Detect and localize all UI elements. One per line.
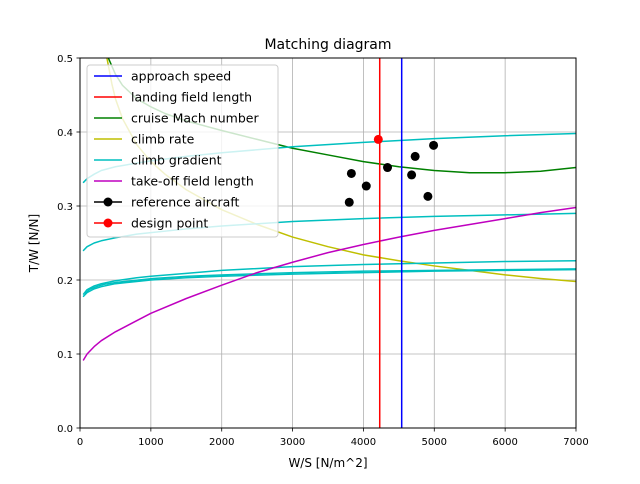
y-tick-label: 0.1 — [57, 350, 73, 361]
legend-label: design point — [131, 216, 208, 231]
reference-aircraft-point — [410, 151, 420, 161]
chart-title: Matching diagram — [264, 37, 391, 53]
y-tick-label: 0.4 — [57, 128, 73, 139]
reference-aircraft-point — [407, 170, 417, 180]
legend: approach speed landing field length cruise… — [86, 64, 279, 238]
x-tick-label: 4000 — [351, 437, 376, 448]
design-point-marker — [373, 134, 383, 144]
y-axis-label: T/W [N/N] — [27, 214, 41, 273]
legend-label: take-off field length — [131, 174, 254, 189]
x-tick-label: 1000 — [138, 437, 163, 448]
series-line-take-off-field-length — [82, 206, 576, 361]
legend-label: cruise Mach number — [131, 111, 259, 126]
reference-aircraft-point — [383, 163, 393, 173]
axis-ticks: 0 1000 2000 3000 4000 5000 6000 7000 0.0 0.1 0.2 0.… — [57, 54, 589, 448]
x-tick-label: 3000 — [280, 437, 305, 448]
plot-frame — [79, 57, 577, 429]
legend-label: climb gradient — [131, 153, 222, 168]
series-line-climb-gradient-3 — [82, 260, 576, 295]
y-tick-label: 0.3 — [57, 202, 73, 213]
legend-label: approach speed — [131, 69, 231, 84]
x-tick-label: 6000 — [492, 437, 517, 448]
x-tick-label: 7000 — [563, 437, 588, 448]
legend-label: landing field length — [131, 90, 252, 105]
y-tick-label: 0.5 — [57, 54, 73, 65]
x-axis-label: W/S [N/m^2] — [288, 456, 367, 470]
legend-swatch-marker — [103, 218, 113, 228]
reference-aircraft-point — [423, 191, 433, 201]
series-line-climb-gradient-4 — [82, 268, 576, 298]
reference-aircraft-point — [429, 140, 439, 150]
reference-aircraft-point — [344, 197, 354, 207]
y-tick-label: 0.0 — [57, 424, 73, 435]
reference-aircraft-point — [346, 168, 356, 178]
legend-swatch-marker — [103, 197, 113, 207]
x-tick-label: 2000 — [209, 437, 234, 448]
marker-group — [344, 134, 439, 207]
x-tick-label: 0 — [77, 437, 83, 448]
x-tick-label: 5000 — [422, 437, 447, 448]
y-tick-label: 0.2 — [57, 276, 73, 287]
series-line-climb-gradient-5 — [84, 268, 576, 295]
legend-label: reference aircraft — [131, 195, 240, 210]
legend-box — [86, 64, 279, 238]
legend-label: climb rate — [131, 132, 195, 147]
reference-aircraft-point — [361, 181, 371, 191]
